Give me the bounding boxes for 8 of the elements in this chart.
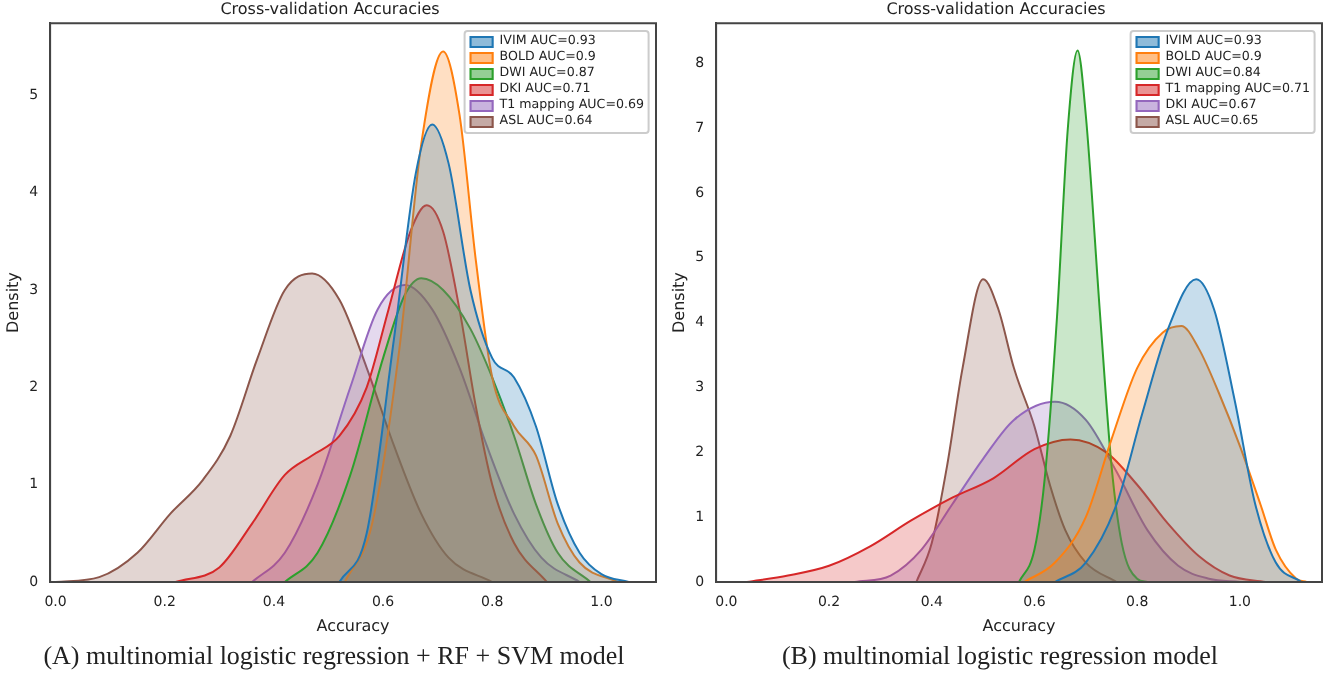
text: (B) multinomial logistic regression model xyxy=(781,640,1219,672)
x-axis-title: Accuracy xyxy=(982,616,1057,635)
x-axis-title: Accuracy xyxy=(316,616,391,635)
y-axis-title: Density xyxy=(669,271,688,334)
chart-title: Cross-validation Accuracies xyxy=(886,0,1106,18)
chart-title: Cross-validation Accuracies xyxy=(220,0,440,18)
y-axis-title: Density xyxy=(3,271,22,334)
text: (A) multinomial logistic regression + RF + SVM model xyxy=(43,640,625,672)
